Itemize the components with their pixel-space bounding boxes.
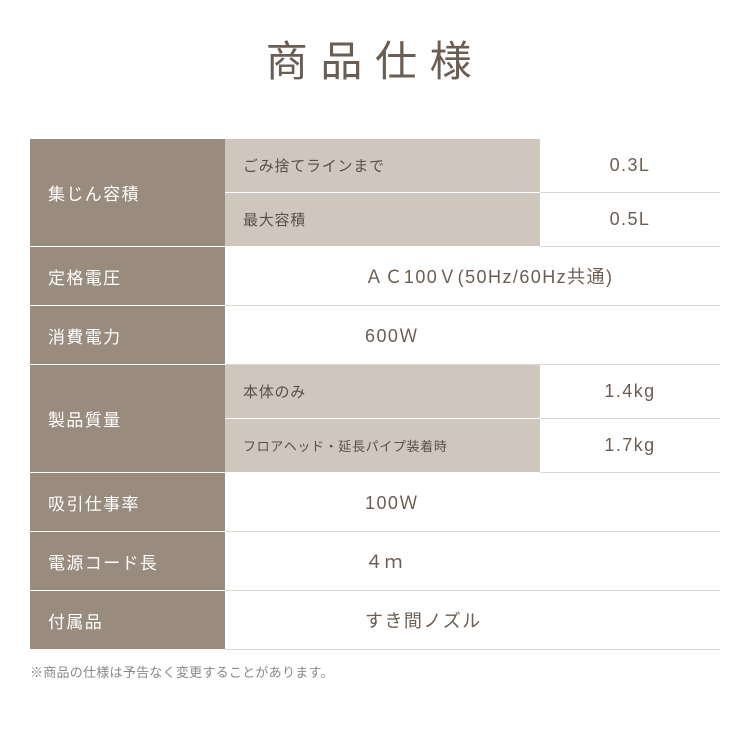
row-value: ＡＣ100Ｖ(50Hz/60Hz共通) (225, 247, 720, 306)
row-label-cord: 電源コード長 (30, 532, 225, 591)
table-row: 集じん容積 ごみ捨てラインまで 0.3L (30, 139, 720, 193)
row-label-power: 消費電力 (30, 306, 225, 365)
row-value: 600Ｗ (225, 306, 720, 365)
table-row: 製品質量 本体のみ 1.4kg (30, 365, 720, 419)
table-row: 消費電力 600Ｗ (30, 306, 720, 365)
row-value: 1.4kg (540, 365, 720, 419)
row-value: 1.7kg (540, 419, 720, 473)
row-sublabel: 最大容積 (225, 193, 540, 247)
row-label-voltage: 定格電圧 (30, 247, 225, 306)
spec-title: 商品仕様 (0, 0, 750, 139)
row-label-suction: 吸引仕事率 (30, 473, 225, 532)
row-sublabel: ごみ捨てラインまで (225, 139, 540, 193)
table-row: 吸引仕事率 100Ｗ (30, 473, 720, 532)
table-row: 電源コード長 ４ｍ (30, 532, 720, 591)
row-label-mass: 製品質量 (30, 365, 225, 473)
row-label-accessory: 付属品 (30, 591, 225, 650)
row-value: 0.5L (540, 193, 720, 247)
row-value: 0.3L (540, 139, 720, 193)
spec-table: 集じん容積 ごみ捨てラインまで 0.3L 最大容積 0.5L 定格電圧 ＡＣ10… (30, 139, 720, 650)
spec-note: ※商品の仕様は予告なく変更することがあります。 (30, 662, 720, 681)
row-sublabel: フロアヘッド・延長パイプ装着時 (225, 419, 540, 473)
row-label-dust-capacity: 集じん容積 (30, 139, 225, 247)
table-row: 付属品 すき間ノズル (30, 591, 720, 650)
row-sublabel: 本体のみ (225, 365, 540, 419)
row-value: ４ｍ (225, 532, 720, 591)
row-value: 100Ｗ (225, 473, 720, 532)
row-value: すき間ノズル (225, 591, 720, 650)
table-row: 定格電圧 ＡＣ100Ｖ(50Hz/60Hz共通) (30, 247, 720, 306)
